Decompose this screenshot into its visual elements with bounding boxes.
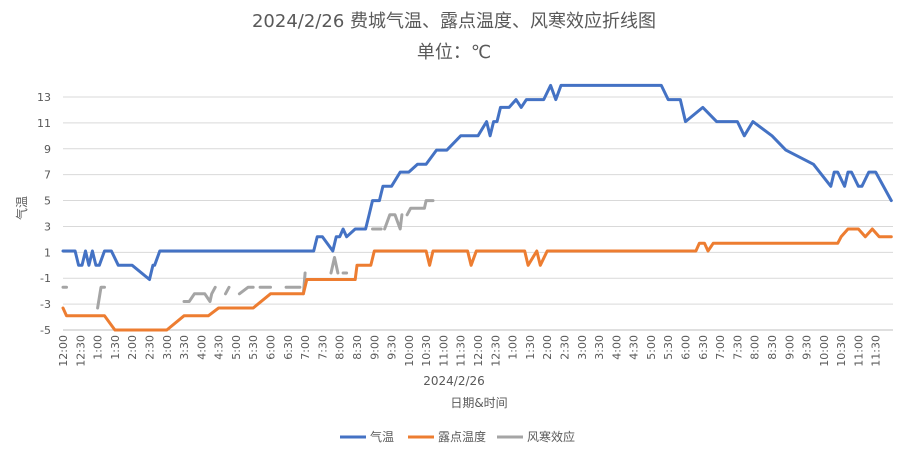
x-tick-label: 10:30 (835, 335, 848, 367)
chart-title: 2024/2/26 费城气温、露点温度、风寒效应折线图 (252, 11, 656, 32)
x-tick-label: 9:00 (368, 335, 381, 360)
y-tick-label: 11 (37, 117, 51, 130)
x-tick-label: 4:00 (195, 335, 208, 360)
x-tick-label: 4:30 (213, 335, 226, 360)
y-tick-label: 1 (44, 246, 51, 259)
x-tick-label: 3:00 (576, 335, 589, 360)
legend-label: 气温 (370, 429, 394, 444)
x-tick-label: 12:30 (489, 335, 502, 367)
x-tick-label: 5:30 (662, 335, 675, 360)
x-tick-label: 4:30 (628, 335, 641, 360)
chart-subtitle: 单位：℃ (417, 42, 491, 63)
y-tick-label: -1 (40, 272, 51, 285)
series-line (237, 285, 255, 296)
x-tick-label: 11:30 (455, 335, 468, 367)
x-tick-label: 6:00 (680, 335, 693, 360)
x-tick-label: 7:30 (731, 335, 744, 360)
x-tick-label: 11:00 (437, 335, 450, 367)
x-tick-label: 12:00 (57, 335, 70, 367)
x-tick-label: 11:30 (870, 335, 883, 367)
x-tick-label: 2:30 (558, 335, 571, 360)
x-tick-label: 10:00 (818, 335, 831, 367)
x-tick-label: 6:30 (697, 335, 710, 360)
x-tick-label: 10:30 (420, 335, 433, 367)
x-tick-label: 8:00 (749, 335, 762, 360)
series-line (405, 199, 435, 217)
legend-label: 风寒效应 (527, 429, 575, 444)
x-tick-label: 11:00 (852, 335, 865, 367)
x-tick-label: 7:30 (316, 335, 329, 360)
series-line (96, 285, 106, 310)
x-tick-label: 9:30 (386, 335, 399, 360)
x-tick-label: 7:00 (714, 335, 727, 360)
x-tick-label: 3:30 (593, 335, 606, 360)
x-tick-label: 6:30 (282, 335, 295, 360)
x-tick-label: 9:00 (783, 335, 796, 360)
y-tick-label: 7 (44, 169, 51, 182)
series-line (61, 227, 893, 332)
x-tick-label: 3:30 (178, 335, 191, 360)
x-tick-label: 1:30 (109, 335, 122, 360)
y-tick-label: 9 (44, 143, 51, 156)
x-tick-label: 12:00 (472, 335, 485, 367)
legend: 气温 露点温度 风寒效应 (340, 429, 575, 444)
x-tick-label: 8:30 (351, 335, 364, 360)
x-tick-label: 10:00 (403, 335, 416, 367)
y-tick-label: -5 (40, 324, 51, 337)
x-group-label: 2024/2/26 (423, 374, 485, 388)
y-tick-label: -3 (40, 298, 51, 311)
x-tick-labels: 12:00 12:30 1:00 1:30 2:00 2:30 3:00 3:30 4:00 4:… (57, 335, 883, 367)
series-layer (61, 83, 893, 332)
x-tick-label: 5:00 (230, 335, 243, 360)
y-tick-label: 13 (37, 91, 51, 104)
x-tick-label: 5:00 (645, 335, 658, 360)
series-line (61, 83, 893, 281)
series-line (224, 285, 231, 296)
x-tick-label: 7:00 (299, 335, 312, 360)
x-tick-label: 2:00 (126, 335, 139, 360)
y-tick-label: 3 (44, 220, 51, 233)
series-line (329, 256, 340, 275)
x-tick-label: 12:30 (74, 335, 87, 367)
x-tick-label: 2:30 (143, 335, 156, 360)
x-tick-label: 8:30 (766, 335, 779, 360)
series-line (383, 213, 404, 231)
x-tick-label: 9:30 (801, 335, 814, 360)
series-line (182, 285, 217, 303)
y-tick-label: 5 (44, 195, 51, 208)
y-axis-label: 气温 (14, 196, 29, 220)
y-tick-labels: 13 11 9 7 5 3 1 -1 -3 -5 (37, 91, 51, 337)
x-tick-label: 6:00 (265, 335, 278, 360)
x-tick-label: 1:00 (92, 335, 105, 360)
legend-label: 露点温度 (438, 429, 486, 444)
x-tick-label: 8:00 (334, 335, 347, 360)
x-tick-label: 1:00 (507, 335, 520, 360)
x-tick-label: 5:30 (247, 335, 260, 360)
x-tick-label: 1:30 (524, 335, 537, 360)
x-axis-label: 日期&时间 (450, 396, 507, 410)
x-tick-label: 2:00 (541, 335, 554, 360)
x-tick-label: 4:00 (610, 335, 623, 360)
x-tick-label: 3:00 (161, 335, 174, 360)
